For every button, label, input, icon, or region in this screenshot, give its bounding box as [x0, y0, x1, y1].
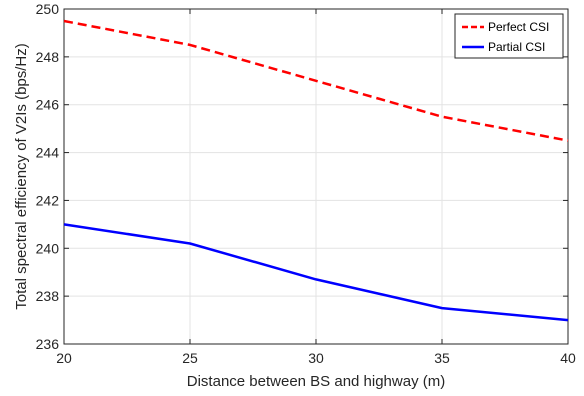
x-tick-label: 30 — [308, 350, 324, 366]
y-tick-label: 246 — [36, 97, 60, 113]
y-tick-label: 240 — [36, 240, 60, 256]
x-tick-label: 35 — [434, 350, 450, 366]
legend-label-perfect-csi: Perfect CSI — [488, 20, 549, 34]
y-tick-label: 236 — [36, 336, 60, 352]
y-tick-label: 250 — [36, 1, 60, 17]
y-tick-label: 238 — [36, 288, 60, 304]
x-axis-title: Distance between BS and highway (m) — [187, 373, 445, 390]
legend: Perfect CSI Partial CSI — [455, 14, 563, 58]
x-tick-label: 25 — [182, 350, 198, 366]
x-tick-label: 40 — [560, 350, 576, 366]
y-tick-label: 244 — [36, 145, 60, 161]
legend-label-partial-csi: Partial CSI — [488, 40, 545, 54]
x-tick-label: 20 — [56, 350, 72, 366]
y-axis-title: Total spectral efficiency of V2Is (bps/H… — [13, 43, 30, 310]
y-tick-label: 242 — [36, 192, 60, 208]
y-tick-label: 248 — [36, 49, 60, 65]
